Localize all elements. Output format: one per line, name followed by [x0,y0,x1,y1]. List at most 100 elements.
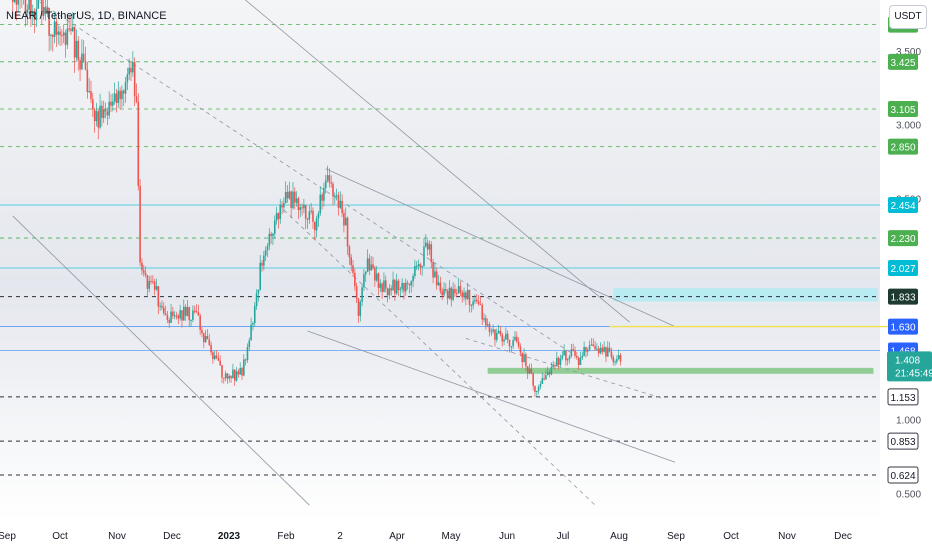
candle-body [297,198,300,211]
candle-body [92,99,94,110]
candle-body [232,369,234,379]
candle-body [408,283,411,286]
price-label-2: 3.105 [890,105,915,116]
candle-body [495,332,498,340]
candle-body [341,201,343,213]
candle-body [128,67,130,75]
candle-body [299,207,302,211]
candle-body [452,288,454,300]
time-axis-background [0,520,880,550]
candle-body [55,21,58,35]
candle-body [126,74,129,83]
candle-body [554,365,556,367]
candle-body [581,355,584,358]
candle-body [197,312,200,316]
candle-body [275,213,278,221]
time-tick-label: 2 [337,531,343,542]
candle-body [364,271,367,275]
currency-button[interactable]: USDT [889,5,927,29]
candle-body [133,62,136,97]
candle-body [474,299,476,302]
candle-body [404,282,407,292]
candle-body [263,255,265,266]
time-tick-label: Dec [163,531,181,542]
candle-body [172,311,174,317]
time-tick-label: Aug [610,531,628,542]
candle-body [132,62,134,73]
candle-body [101,105,103,118]
candle-body [213,355,216,359]
candle-body [68,28,70,30]
price-label-12: 0.624 [890,471,915,482]
candle-body [270,233,272,236]
candle-body [483,318,485,320]
candle-body [144,272,147,276]
candle-body [577,357,580,365]
candle-body [281,204,283,208]
candle-body [446,290,449,299]
candle-body [437,282,440,286]
candle-body [448,287,451,299]
candle-body [179,310,181,319]
zone-0 [613,288,878,302]
candle-body [517,341,520,347]
candle-body [317,213,320,219]
candle-body [59,31,61,36]
candle-body [381,283,383,292]
candle-body [81,53,83,70]
candle-body [306,218,309,220]
candle-body [363,274,365,288]
price-label-7: 1.833 [890,293,915,304]
candle-body [162,307,165,314]
candle-body [545,375,547,380]
candle-body [334,195,336,197]
candle-body [372,264,374,269]
candle-body [552,365,554,368]
candle-body [548,372,551,375]
candle-body [366,258,369,272]
candle-body [610,351,613,358]
price-label-4: 2.454 [890,201,915,212]
candle-body [246,346,249,361]
candle-body [17,0,19,5]
time-tick-label: May [442,531,461,542]
candle-body [119,90,121,100]
candle-body [475,299,478,302]
candle-body [597,348,600,354]
candle-body [543,378,545,380]
candle-body [301,207,303,209]
candle-body [241,367,243,376]
candle-body [519,346,522,353]
time-tick-label: Jun [499,531,515,542]
candle-body [395,280,398,294]
last-price-box [887,351,932,382]
candle-body [428,244,431,250]
candle-body [326,175,329,181]
candle-body [619,355,622,362]
candle-body [164,313,167,316]
candle-body [186,307,189,316]
candle-body [283,203,285,208]
candle-body [601,347,604,352]
candle-body [192,310,194,320]
candle-body [359,301,362,316]
candle-body [152,281,154,283]
candle-body [435,271,438,286]
candle-body [485,318,487,326]
price-label-8: 1.630 [890,323,915,334]
candle-body [614,361,616,363]
candle-body [37,0,40,9]
price-label-5: 2.230 [890,234,915,245]
candle-body [374,268,376,281]
candle-body [199,315,201,330]
candle-body [472,301,474,306]
candle-body [423,246,425,266]
candle-body [13,0,16,2]
candle-body [75,40,78,58]
candle-body [277,213,280,220]
candle-body [492,329,494,332]
candle-body [161,305,163,308]
candle-body [66,28,69,45]
